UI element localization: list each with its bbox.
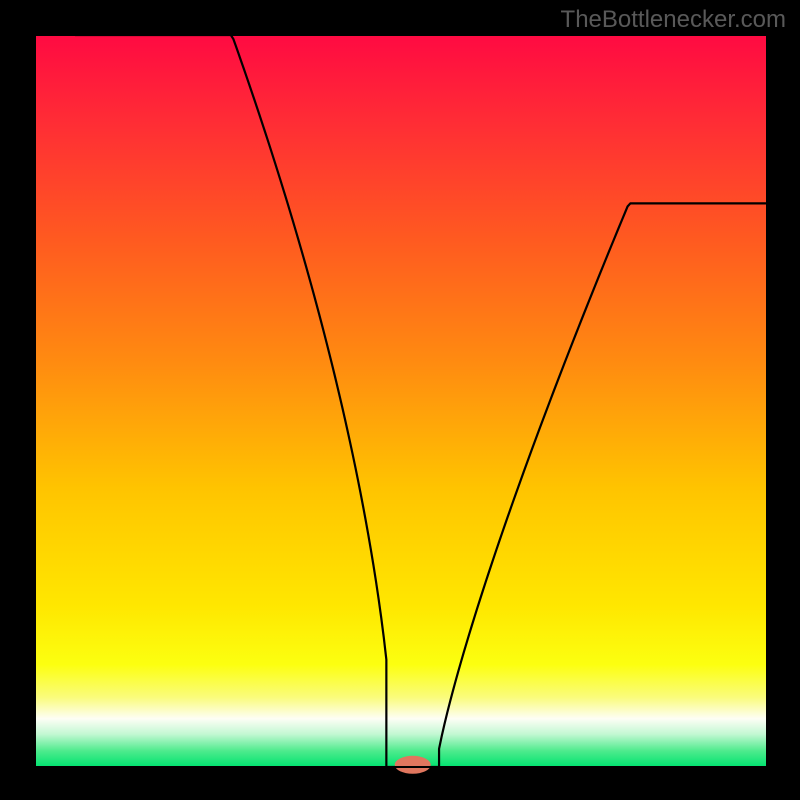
plot-background	[35, 35, 767, 767]
watermark-label: TheBottlenecker.com	[561, 6, 786, 34]
chart-stage: TheBottlenecker.com	[0, 0, 800, 800]
optimal-marker	[395, 756, 431, 774]
bottleneck-chart	[0, 0, 800, 800]
